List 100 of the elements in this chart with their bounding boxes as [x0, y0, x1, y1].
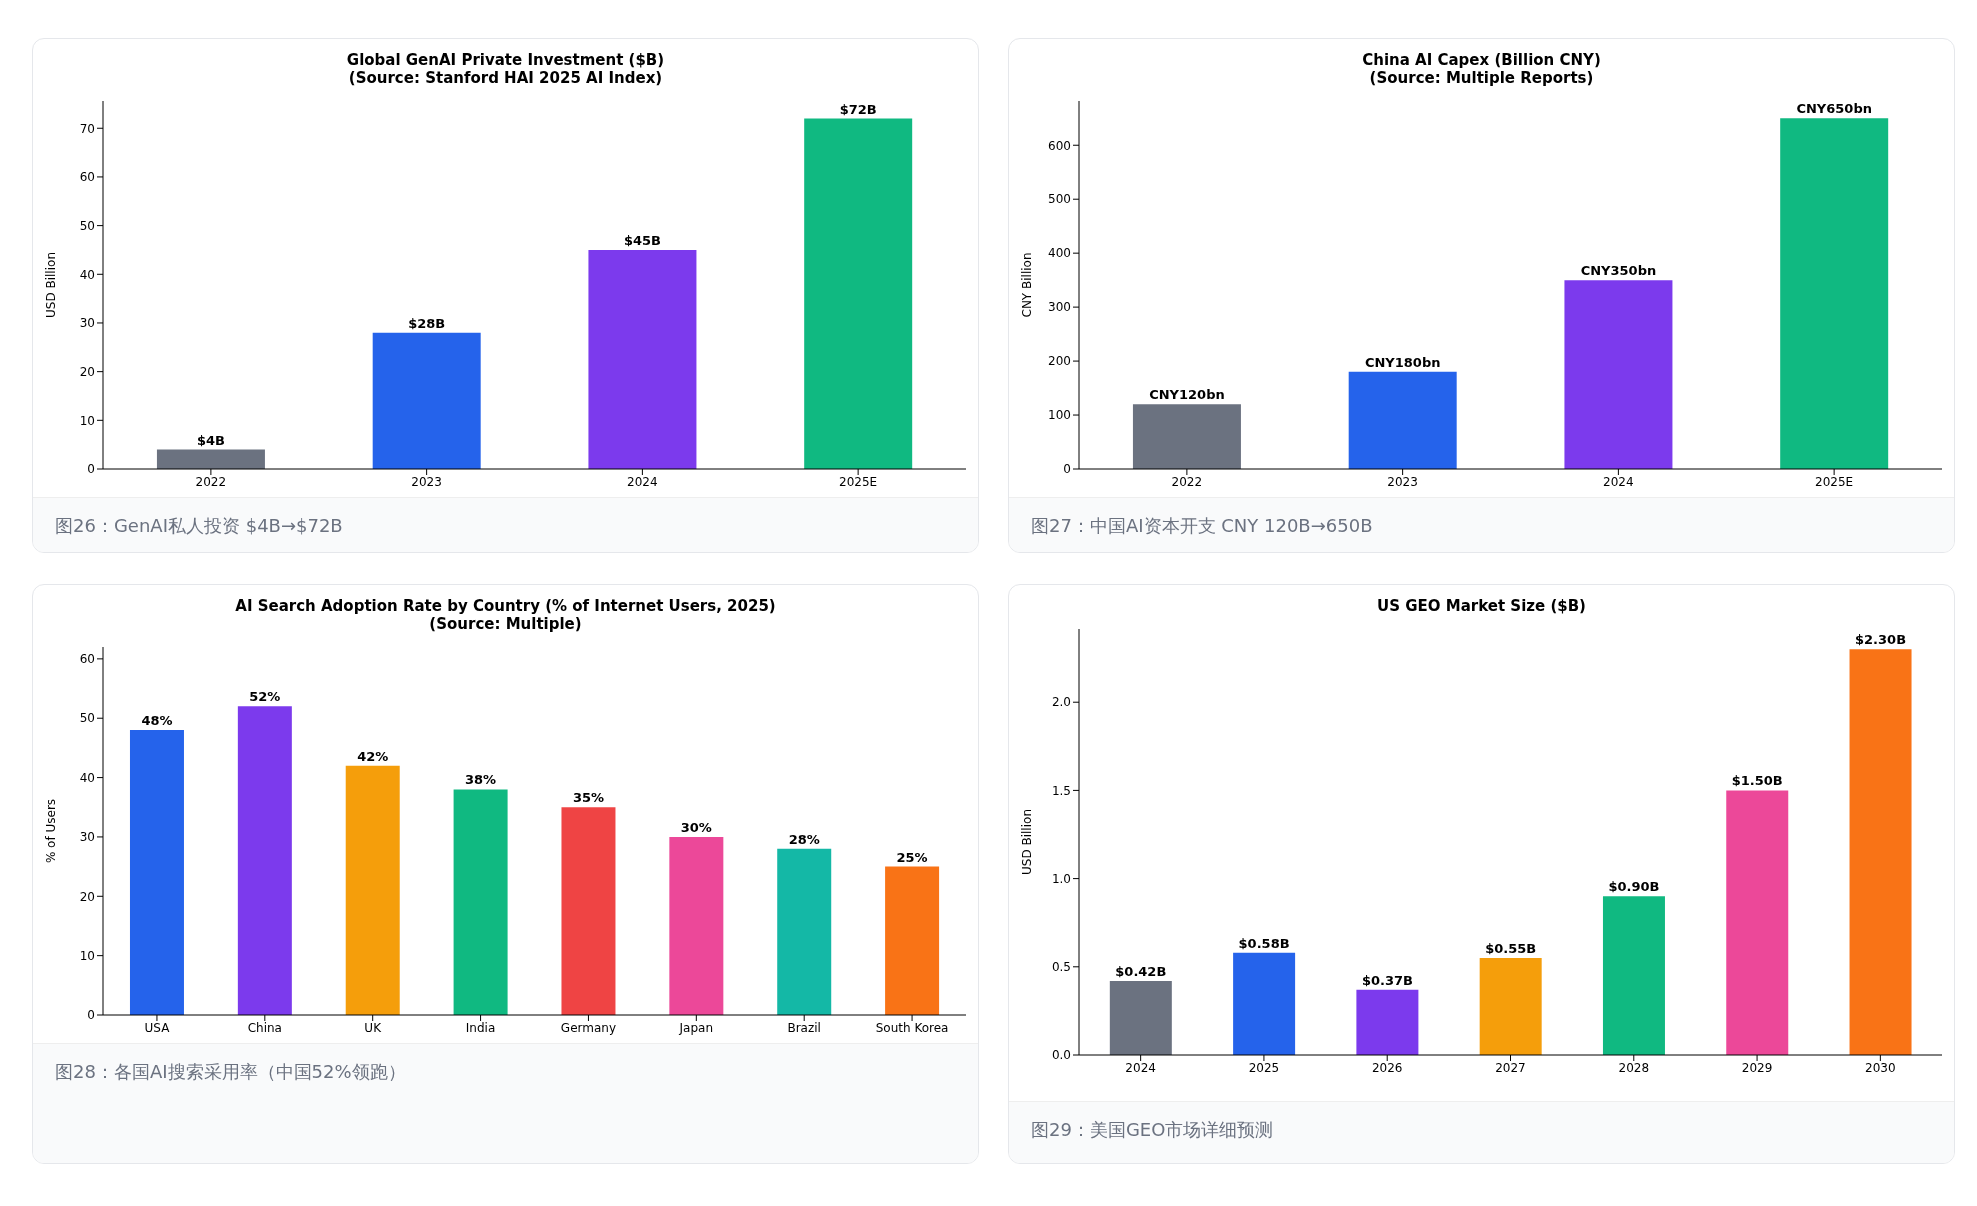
y-tick-label: 100 [1048, 408, 1071, 423]
y-tick-label: 40 [79, 267, 95, 282]
bar [1479, 957, 1542, 1055]
data-label: $0.90B [1608, 879, 1660, 895]
bar [1356, 989, 1419, 1055]
data-label: $0.42B [1115, 963, 1167, 979]
bar [1849, 649, 1912, 1055]
y-tick-label: 0.0 [1051, 1048, 1071, 1063]
y-tick-label: 2.0 [1051, 695, 1071, 710]
y-tick-label: 60 [79, 170, 95, 185]
x-tick-label: 2024 [627, 474, 658, 489]
chart-subtitle: (Source: Multiple) [428, 615, 583, 633]
chart-title: US GEO Market Size ($B) [1376, 597, 1587, 615]
x-tick-label: 2030 [1865, 1060, 1896, 1075]
data-label: $1.50B [1731, 773, 1783, 789]
chart-title: AI Search Adoption Rate by Country (% of Internet Users, 2025) [234, 597, 777, 615]
y-tick-label: 500 [1048, 192, 1071, 207]
x-tick-label: Japan [678, 1020, 714, 1035]
x-tick-label: South Korea [875, 1020, 949, 1035]
y-tick-label: 10 [79, 948, 95, 963]
y-axis-title: USD Billion [1020, 809, 1035, 875]
x-tick-label: 2025E [839, 474, 878, 489]
y-tick-label: 10 [79, 413, 95, 428]
bar [345, 765, 400, 1015]
bar [1348, 371, 1457, 469]
data-label: 35% [572, 790, 605, 806]
bar [156, 449, 265, 469]
data-label: $0.58B [1238, 935, 1290, 951]
x-tick-label: 2024 [1125, 1060, 1156, 1075]
y-tick-label: 70 [79, 121, 95, 136]
chart-subtitle: (Source: Stanford HAI 2025 AI Index) [347, 69, 664, 87]
caption: 图28：各国AI搜索采用率（中国52%领跑） [55, 1060, 407, 1084]
x-tick-label: 2026 [1371, 1060, 1403, 1075]
y-tick-label: 300 [1048, 300, 1071, 315]
y-tick-label: 50 [79, 711, 95, 726]
x-tick-label: 2025E [1815, 474, 1854, 489]
x-tick-label: 2025 [1248, 1060, 1280, 1075]
y-tick-label: 40 [79, 770, 95, 785]
data-label: 48% [141, 713, 173, 729]
data-label: 52% [249, 689, 281, 705]
y-tick-label: 1.5 [1051, 783, 1071, 798]
x-tick-label: Germany [560, 1020, 617, 1035]
y-tick-label: 30 [79, 830, 95, 845]
y-tick-label: 600 [1048, 138, 1071, 153]
bar [129, 730, 184, 1015]
bar [453, 789, 508, 1015]
y-tick-label: 20 [79, 889, 95, 904]
data-label: $72B [839, 101, 877, 117]
y-tick-label: 0 [87, 462, 95, 477]
x-tick-label: 2029 [1741, 1060, 1773, 1075]
bar [1233, 952, 1296, 1055]
data-label: $2.30B [1855, 632, 1907, 648]
y-tick-label: 0 [87, 1008, 95, 1023]
x-tick-label: 2028 [1618, 1060, 1650, 1075]
bar [1726, 790, 1789, 1055]
bar [1132, 404, 1241, 469]
chart-title: China AI Capex (Billion CNY) [1361, 51, 1602, 69]
data-label: 42% [357, 748, 389, 764]
bar [885, 866, 940, 1015]
chart-subtitle: (Source: Multiple Reports) [1368, 69, 1595, 87]
x-tick-label: 2023 [1387, 474, 1418, 489]
bar [1780, 118, 1889, 469]
y-tick-label: 0 [1063, 462, 1071, 477]
y-axis-title: USD Billion [44, 252, 59, 318]
caption: 图27：中国AI资本开支 CNY 120B→650B [1031, 514, 1374, 538]
x-tick-label: USA [144, 1020, 171, 1035]
bar [777, 848, 832, 1015]
data-label: $0.37B [1361, 972, 1413, 988]
x-tick-label: China [247, 1020, 282, 1035]
data-label: 38% [465, 772, 497, 788]
y-tick-label: 60 [79, 652, 95, 667]
chart-title: Global GenAI Private Investment ($B) [345, 51, 666, 69]
x-tick-label: 2022 [1171, 474, 1203, 489]
data-label: $28B [408, 315, 446, 331]
data-label: CNY180bn [1364, 354, 1441, 370]
data-label: 25% [896, 849, 928, 865]
x-tick-label: Brazil [787, 1020, 821, 1035]
x-tick-label: India [465, 1020, 496, 1035]
y-tick-label: 30 [79, 316, 95, 331]
caption: 图29：美国GEO市场详细预测 [1031, 1118, 1275, 1142]
bar [372, 332, 481, 469]
bar [588, 249, 697, 469]
data-label: 28% [788, 831, 820, 847]
bar [804, 118, 913, 469]
x-tick-label: 2027 [1495, 1060, 1526, 1075]
data-label: CNY650bn [1796, 101, 1872, 117]
bar [561, 807, 616, 1015]
data-label: $45B [623, 232, 661, 248]
bar [237, 706, 292, 1015]
bar [1564, 280, 1673, 469]
data-label: $0.55B [1485, 940, 1537, 956]
x-tick-label: 2023 [411, 474, 442, 489]
y-tick-label: 0.5 [1051, 960, 1071, 975]
y-tick-label: 400 [1048, 246, 1071, 261]
data-label: 30% [680, 819, 712, 835]
y-axis-title: % of Users [44, 798, 59, 864]
y-tick-label: 50 [79, 218, 95, 233]
data-label: $4B [196, 432, 225, 448]
y-axis-title: CNY Billion [1020, 252, 1035, 318]
x-tick-label: 2022 [195, 474, 227, 489]
